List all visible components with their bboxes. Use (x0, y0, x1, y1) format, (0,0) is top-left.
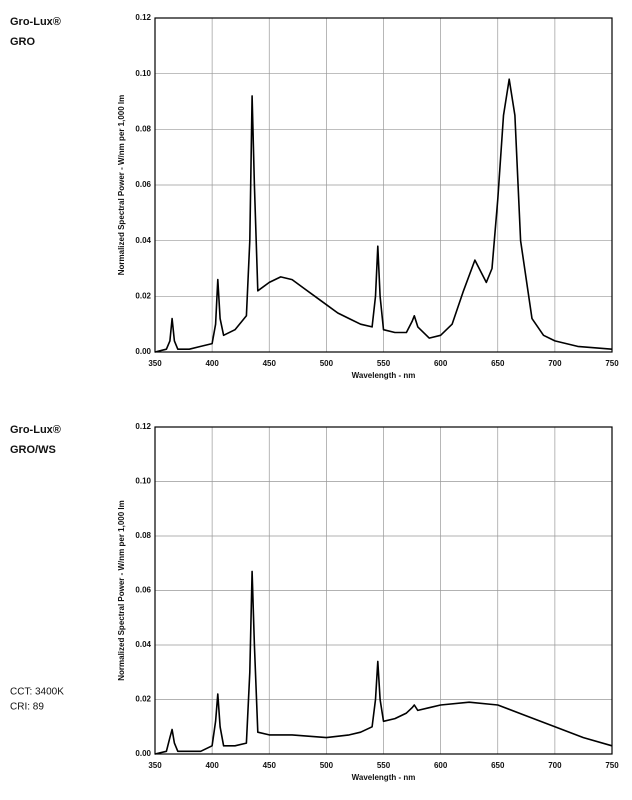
y-axis-label: Normalized Spectral Power - W/nm per 1,0… (117, 500, 126, 681)
x-tick-label: 450 (263, 761, 277, 770)
x-tick-label: 400 (205, 359, 219, 368)
x-tick-label: 550 (377, 761, 391, 770)
chart-subtitle: GRO/WS (10, 444, 56, 456)
spectrum-line (154, 570, 613, 755)
y-tick-label: 0.12 (135, 13, 151, 22)
y-tick-label: 0.00 (135, 347, 151, 356)
y-tick-label: 0.08 (135, 124, 151, 133)
spectrum-line (154, 78, 613, 353)
chart-title: Gro-Lux® (10, 424, 61, 436)
x-axis-label: Wavelength - nm (352, 773, 416, 782)
y-tick-label: 0.00 (135, 749, 151, 758)
x-tick-label: 650 (491, 359, 505, 368)
annotation: CCT: 3400K (10, 687, 64, 698)
y-tick-label: 0.06 (135, 586, 151, 595)
plot-frame (154, 17, 613, 353)
x-tick-label: 650 (491, 761, 505, 770)
x-tick-label: 450 (263, 359, 277, 368)
x-tick-label: 350 (148, 761, 162, 770)
annotation: CRI: 89 (10, 702, 44, 713)
x-tick-label: 550 (377, 359, 391, 368)
y-tick-label: 0.06 (135, 180, 151, 189)
y-tick-label: 0.10 (135, 69, 151, 78)
y-tick-label: 0.02 (135, 291, 151, 300)
x-tick-label: 500 (320, 761, 334, 770)
x-axis-label: Wavelength - nm (352, 371, 416, 380)
x-tick-label: 750 (605, 359, 619, 368)
x-tick-label: 600 (434, 359, 448, 368)
x-tick-label: 600 (434, 761, 448, 770)
chart-title: Gro-Lux® (10, 16, 61, 28)
y-tick-label: 0.02 (135, 695, 151, 704)
x-tick-label: 500 (320, 359, 334, 368)
x-tick-label: 750 (605, 761, 619, 770)
y-tick-label: 0.12 (135, 422, 151, 431)
x-tick-label: 350 (148, 359, 162, 368)
y-tick-label: 0.10 (135, 477, 151, 486)
plot-frame (154, 426, 613, 755)
chart-subtitle: GRO (10, 36, 36, 48)
y-tick-label: 0.04 (135, 236, 151, 245)
y-tick-label: 0.04 (135, 640, 151, 649)
x-tick-label: 700 (548, 761, 562, 770)
x-tick-label: 400 (205, 761, 219, 770)
y-axis-label: Normalized Spectral Power - W/nm per 1,0… (117, 95, 126, 276)
x-tick-label: 700 (548, 359, 562, 368)
y-tick-label: 0.08 (135, 531, 151, 540)
